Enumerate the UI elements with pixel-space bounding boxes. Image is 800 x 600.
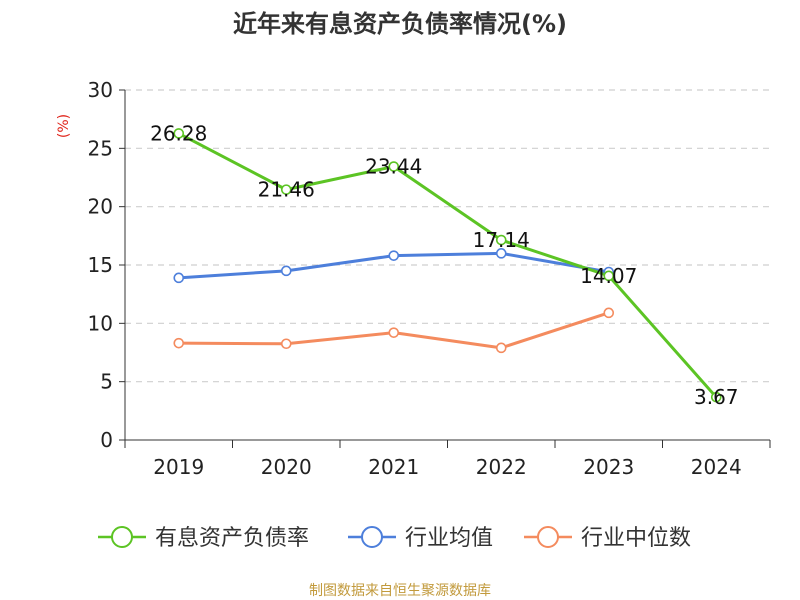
data-label: 26.28 — [150, 121, 207, 145]
gridlines — [125, 89, 770, 383]
x-tick-label: 2019 — [153, 455, 204, 479]
data-labels: 26.28 21.46 23.44 17.14 14.07 3.67 — [150, 121, 738, 409]
data-point — [280, 184, 292, 195]
x-tick-label: 2020 — [261, 455, 312, 479]
data-point — [495, 248, 507, 259]
y-tick-label: 20 — [88, 195, 113, 219]
x-tick-label: 2023 — [583, 455, 634, 479]
legend-label: 行业均值 — [405, 526, 493, 551]
data-label: 17.14 — [473, 228, 530, 252]
y-tick-label: 0 — [100, 428, 113, 452]
series-points — [173, 128, 722, 403]
legend-label: 行业中位数 — [581, 526, 691, 551]
legend-marker — [111, 526, 133, 548]
data-point — [603, 270, 615, 282]
chart-title: 近年来有息资产负债率情况(%) — [233, 10, 567, 38]
x-ticks: 2019 2020 2021 2022 2023 2024 — [124, 440, 771, 479]
legend-marker — [361, 526, 383, 548]
y-tick-label: 30 — [88, 78, 113, 102]
series-line — [178, 132, 718, 399]
data-point — [603, 307, 615, 319]
data-label: 3.67 — [694, 385, 739, 409]
source-note: 制图数据来自恒生聚源数据库 — [309, 583, 491, 599]
data-point — [280, 265, 292, 277]
data-point — [388, 250, 400, 261]
data-point — [495, 342, 507, 354]
y-tick-label: 25 — [88, 136, 113, 160]
x-tick-label: 2024 — [691, 455, 742, 479]
legend-item: 行业均值 — [348, 526, 493, 551]
data-label: 23.44 — [365, 155, 422, 179]
legend-item: 行业中位数 — [524, 526, 691, 551]
y-tick-label: 15 — [88, 253, 113, 277]
data-label: 21.46 — [258, 178, 315, 202]
x-tick-label: 2022 — [476, 455, 527, 479]
data-point — [495, 234, 507, 246]
data-point — [280, 338, 292, 350]
legend-label: 有息资产负债率 — [155, 526, 309, 551]
legend-marker — [537, 526, 559, 548]
data-point — [173, 128, 185, 139]
data-point — [710, 391, 722, 403]
data-point — [173, 337, 185, 349]
data-point — [388, 327, 400, 338]
data-point — [173, 272, 185, 284]
data-point — [388, 161, 400, 172]
y-tick-label: 10 — [88, 311, 113, 335]
legend-item: 有息资产负债率 — [98, 526, 309, 551]
data-label: 14.07 — [580, 264, 637, 288]
y-axis-label: (%) — [56, 114, 72, 138]
y-ticks: 0 5 10 15 20 25 30 — [88, 78, 125, 452]
y-tick-label: 5 — [100, 370, 113, 394]
legend: 有息资产负债率 行业均值 行业中位数 — [98, 526, 691, 551]
x-tick-label: 2021 — [368, 455, 419, 479]
